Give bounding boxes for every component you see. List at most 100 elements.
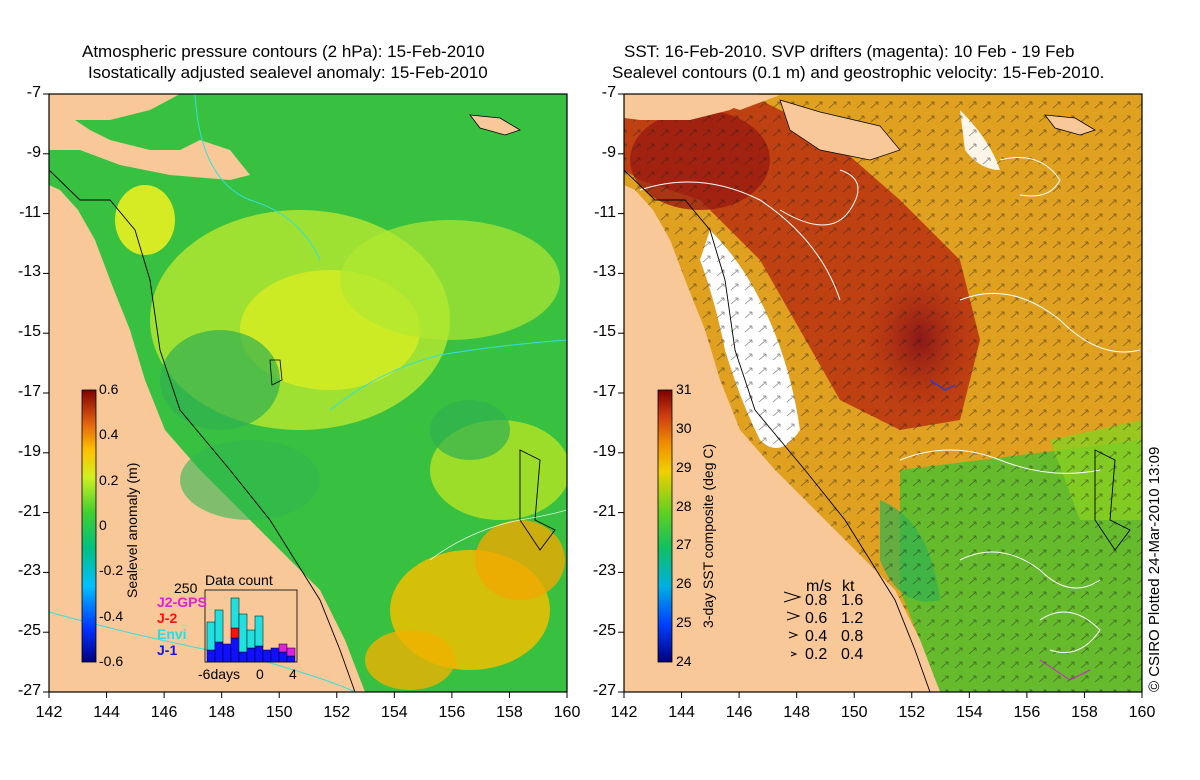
velocity-legend-arrows [783,591,802,657]
right-map [623,93,1143,693]
sst-colorbar [657,389,673,663]
sst-colorbar-tick: 27 [676,536,692,553]
lat-tick-label: -7 [26,84,41,101]
lon-tick-label: 154 [380,704,408,721]
right-title-line2: Sealevel contours (0.1 m) and geostrophi… [612,63,1105,82]
right-title-line1: SST: 16-Feb-2010. SVP drifters (magenta)… [624,42,1075,61]
lon-tick-label: 158 [1071,704,1098,721]
sla-colorbar-tick: 0.6 [99,381,119,397]
velocity-legend-ms-value: 0.6 [805,610,828,627]
sst-colorbar-tick: 26 [676,575,692,592]
lat-tick-label: -15 [17,323,41,341]
lon-tick-label: 150 [840,704,868,721]
lon-tick-label: 146 [150,704,178,721]
left-axis-ticks [43,93,568,698]
data-count-bar [254,645,264,663]
data-count-bar [230,637,240,663]
lat-tick-label: -23 [592,562,616,580]
data-count-bar [262,649,272,663]
data-count-bar [278,651,288,663]
lon-tick-label: 160 [1128,704,1156,721]
sst-colorbar-label: 3-day SST composite (deg C) [700,443,716,628]
data-count-bar [206,649,216,663]
lon-tick-label: 142 [610,704,638,721]
data-count-bar [270,647,280,663]
data-count-title: Data count [205,572,273,588]
lat-tick-label: -17 [592,383,616,400]
left-title-line2: Isostatically adjusted sealevel anomaly:… [88,63,488,82]
lat-tick-label: -13 [17,263,41,281]
lat-tick-label: -19 [17,442,41,460]
lat-tick-label: -21 [17,502,41,520]
lon-tick-label: 152 [323,704,351,721]
lon-tick-label: 148 [208,704,235,721]
data-count-bar [206,621,216,651]
data-count-bar [286,655,296,663]
lat-tick-label: -23 [17,562,41,580]
sst-colorbar-tick: 25 [676,614,692,631]
lat-tick-label: -19 [592,442,616,460]
velocity-legend-ms-value: 0.8 [805,592,828,609]
lon-tick-label: 154 [955,704,983,721]
data-count-legend-j2-gps: J2-GPS [157,594,207,610]
left-title-line1: Atmospheric pressure contours (2 hPa): 1… [82,42,485,61]
lat-tick-label: -27 [592,682,616,699]
sst-colorbar-tick: 28 [676,497,692,514]
lon-tick-label: 150 [265,704,293,721]
data-count-bar [286,647,296,657]
sla-colorbar-tick: 0.4 [99,426,119,443]
data-count-xtick-mid: 0 [256,666,264,682]
lat-tick-label: -15 [592,323,616,341]
velocity-legend-kt-value: 0.8 [841,628,864,645]
lon-tick-label: 152 [898,704,926,721]
sla-colorbar-tick: -0.4 [99,607,124,624]
lon-tick-label: 156 [438,704,466,721]
velocity-legend-ms-value: 0.4 [805,628,828,645]
data-count-xtick-left: -6days [198,666,241,682]
sst-colorbar-tick: 24 [676,653,692,669]
velocity-legend-kt-value: 0.4 [841,646,864,663]
lon-tick-label: 156 [1013,704,1041,721]
data-count-bar [238,651,248,663]
lat-tick-label: -7 [601,84,616,101]
sst-colorbar-tick: 30 [676,419,692,436]
data-count-bar [230,627,240,639]
velocity-legend-kt-header: kt [842,578,855,595]
lat-tick-label: -11 [594,203,616,221]
data-count-bar [246,647,256,663]
lon-tick-label: 144 [668,704,695,721]
lat-tick-label: -27 [17,682,41,699]
velocity-legend-ms-header: m/s [806,578,832,595]
lat-tick-label: -13 [592,263,616,281]
lon-tick-label: 158 [496,704,523,721]
data-count-bar [278,643,288,653]
sla-colorbar-tick: -0.6 [99,653,124,669]
lon-tick-label: 142 [35,704,63,721]
sst-colorbar-tick: 31 [676,381,692,397]
data-count-bar [238,613,248,653]
data-count-bar [246,629,256,649]
lat-tick-label: -9 [26,143,41,161]
data-count-bar [222,643,232,663]
velocity-legend-ms-value: 0.2 [805,646,828,663]
data-count-bar [254,615,264,647]
lon-tick-label: 144 [93,704,120,721]
velocity-legend-kt-value: 1.6 [841,592,864,609]
data-count-legend-j-2: J-2 [157,610,178,626]
data-count-legend-j-1: J-1 [157,642,178,658]
data-count-bar [214,609,224,643]
lat-tick-label: -9 [601,143,616,161]
lat-tick-label: -25 [592,622,616,640]
lat-tick-label: -17 [17,383,41,400]
sla-colorbar-tick: 0.2 [99,471,119,488]
lat-tick-label: -11 [19,203,41,221]
data-count-legend-envi: Envi [157,626,187,642]
credit-text: © CSIRO Plotted 24-Mar-2010 13:09 [1146,446,1163,692]
data-count-ymax: 250 [174,580,198,596]
data-count-bar [230,597,240,629]
lon-tick-label: 160 [553,704,581,721]
sst-colorbar-tick: 29 [676,458,692,475]
lat-tick-label: -21 [592,502,616,520]
lon-tick-label: 148 [783,704,810,721]
